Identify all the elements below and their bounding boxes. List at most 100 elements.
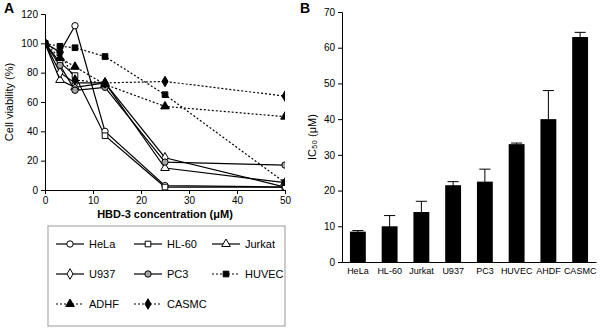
y-tick-label: 120 [21, 9, 38, 20]
x-tick-label: HUVEC [501, 266, 533, 276]
series-line [45, 43, 285, 187]
x-tick-mark [189, 190, 190, 194]
y-tick-label: 50 [324, 78, 336, 89]
y-tick-mark [338, 48, 342, 49]
y-tick-mark [338, 155, 342, 156]
series-marker [282, 91, 285, 102]
y-tick-mark [41, 102, 45, 103]
y-tick: 0 [329, 257, 342, 268]
y-axis-title: IC₅₀ (μM) [306, 114, 318, 160]
legend-entry: ADHF [56, 298, 119, 310]
panel-label: B [300, 0, 310, 16]
legend-marker [145, 299, 151, 310]
legend-marker [66, 299, 75, 306]
bar [509, 144, 525, 262]
x-tick-label: 0 [43, 195, 49, 206]
series-marker [161, 101, 170, 108]
series-line [45, 26, 285, 187]
x-tick: PC3 [476, 262, 494, 276]
legend-label: CASMC [167, 298, 207, 310]
legend-marker [67, 269, 73, 280]
series-line [45, 43, 285, 187]
legend-entry: HUVEC [212, 268, 284, 280]
x-axis-line [343, 262, 597, 263]
x-tick-label: PC3 [476, 266, 494, 276]
x-tick-mark [285, 190, 286, 194]
y-tick-mark [338, 83, 342, 84]
error-bar-cap [416, 201, 427, 202]
x-tick: U937 [442, 262, 464, 276]
x-tick: CASMC [564, 262, 597, 276]
x-tick-mark [237, 190, 238, 194]
legend-marker [145, 241, 151, 247]
y-axis-title: Cell viability (%) [3, 63, 15, 141]
series-marker [162, 159, 168, 165]
x-tick: HeLa [347, 262, 369, 276]
plot-area [350, 32, 588, 262]
x-tick-label: 20 [136, 195, 148, 206]
series-marker [162, 76, 168, 87]
error-bar-cap [575, 32, 586, 33]
error-bar-cap [448, 181, 459, 182]
x-tick-mark [141, 190, 142, 194]
x-axis: HeLaHL-60JurkatU937PC3HUVECAHDFCASMC [343, 262, 597, 276]
y-axis: 020406080100120 [21, 9, 45, 196]
legend-label: HeLa [89, 238, 116, 250]
bar [350, 232, 366, 262]
x-tick: AHDF [536, 262, 561, 276]
x-tick: 10 [88, 190, 100, 206]
y-tick-mark [338, 262, 342, 263]
series-marker [282, 162, 285, 168]
error-bar-cap [352, 230, 363, 231]
x-tick: 0 [43, 190, 49, 206]
series-marker [162, 92, 168, 98]
legend: HeLaHL-60JurkatU937PC3HUVECADHFCASMC [48, 226, 285, 326]
error-bar [479, 169, 490, 194]
series-marker [72, 75, 78, 86]
x-tick-label: 50 [280, 195, 292, 206]
y-tick-mark [41, 14, 45, 15]
legend-label: HUVEC [245, 268, 284, 280]
y-tick: 50 [324, 78, 342, 89]
series-marker [45, 38, 48, 49]
legend-label: ADHF [89, 298, 119, 310]
y-axis-line [338, 13, 343, 263]
legend-box [48, 226, 285, 326]
x-tick-label: HL-60 [377, 266, 402, 276]
error-bar [416, 201, 427, 222]
y-tick-label: 100 [21, 38, 38, 49]
y-tick-label: 20 [27, 155, 39, 166]
error-bar [575, 32, 586, 41]
series-marker [281, 112, 285, 119]
series-marker [71, 62, 80, 69]
y-tick: 30 [324, 150, 342, 161]
y-tick-mark [41, 43, 45, 44]
series-line [45, 43, 285, 165]
legend-marker [145, 271, 151, 277]
series-marker [102, 54, 108, 60]
y-tick: 80 [27, 67, 45, 78]
error-bar-cap [384, 215, 395, 216]
y-tick: 40 [27, 126, 45, 137]
error-bar [511, 143, 522, 145]
series-line [45, 43, 285, 182]
x-tick-label: AHDF [536, 266, 561, 276]
series-marker [102, 133, 108, 139]
y-tick-mark [338, 191, 342, 192]
x-tick-label: CASMC [564, 266, 597, 276]
y-tick-mark [338, 226, 342, 227]
x-axis-title: HBD-3 concentration (μM) [97, 208, 233, 220]
x-tick-label: U937 [442, 266, 464, 276]
legend-label: Jurkat [245, 238, 275, 250]
legend-marker [222, 239, 231, 246]
error-bar [352, 231, 363, 233]
legend-entry: Jurkat [212, 238, 275, 250]
error-bar-cap [543, 90, 554, 91]
legend-entry: HeLa [56, 238, 116, 250]
y-tick-label: 0 [329, 257, 335, 268]
y-tick: 60 [324, 42, 342, 53]
y-tick-label: 30 [324, 150, 336, 161]
y-axis-line [41, 15, 46, 191]
y-tick: 20 [27, 155, 45, 166]
y-tick-label: 70 [324, 7, 336, 18]
